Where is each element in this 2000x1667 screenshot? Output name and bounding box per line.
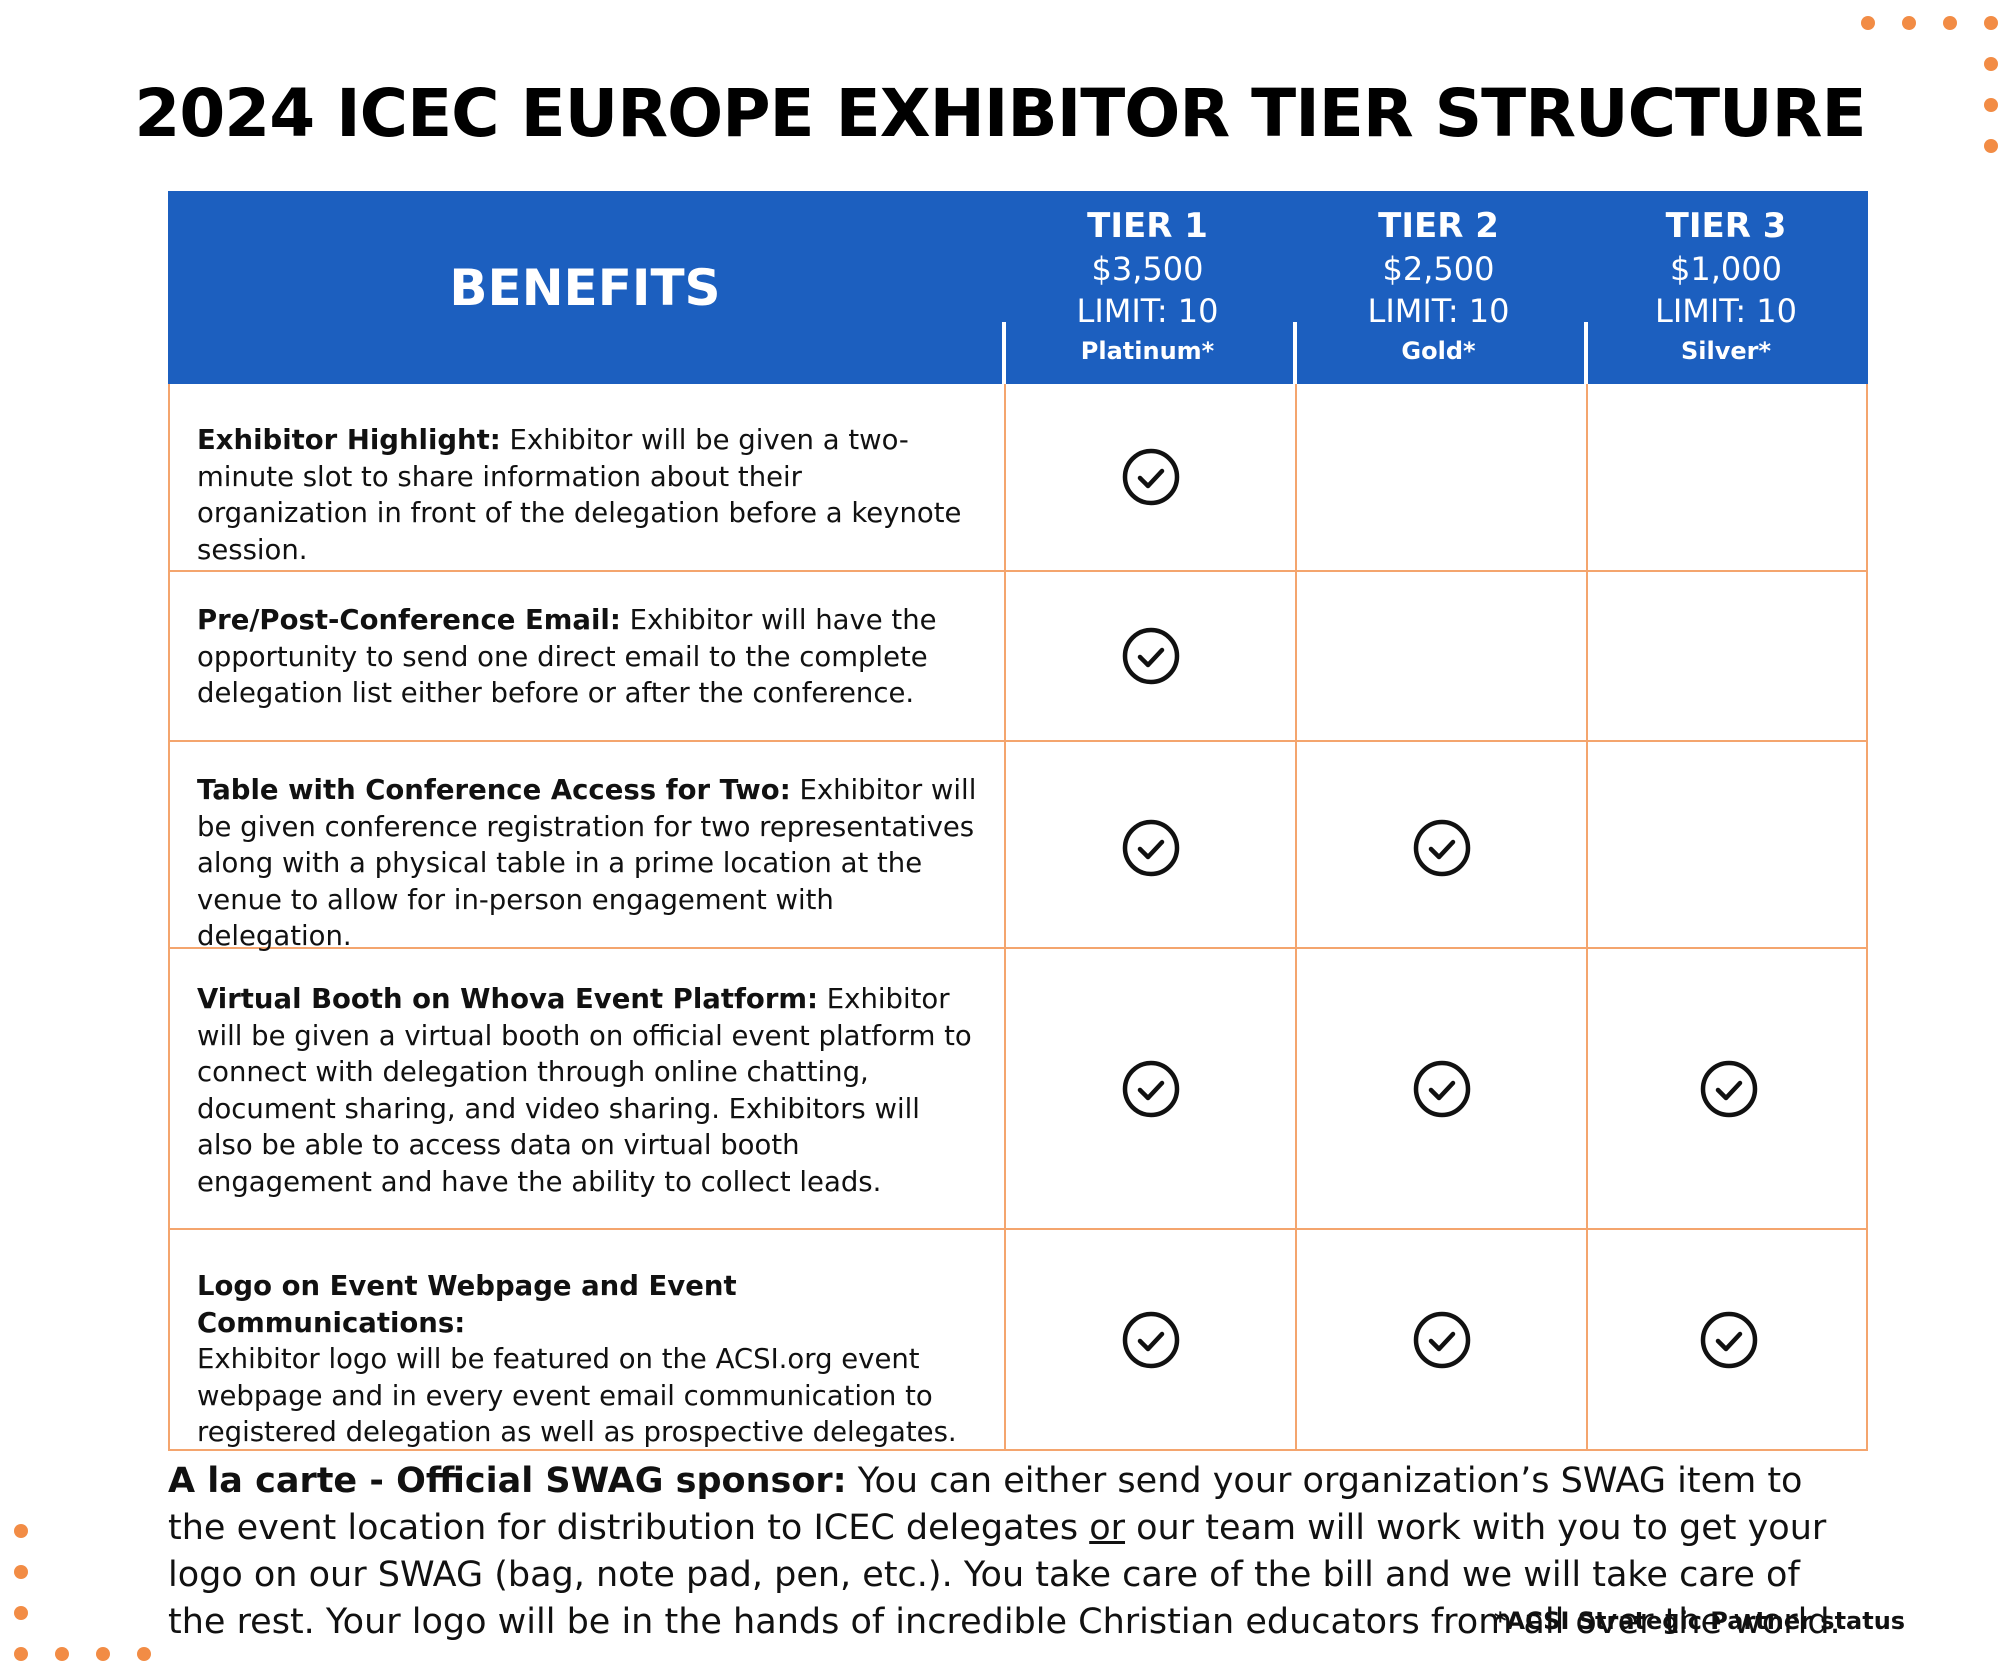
decor-dot [1984, 139, 1998, 153]
benefit-description: Pre/Post-Conference Email: Exhibitor wil… [170, 572, 1004, 740]
a-la-carte-title: A la carte - Official SWAG sponsor: [168, 1461, 847, 1501]
benefit-text: Exhibitor will be given a virtual booth … [197, 983, 972, 1198]
tier-1-cell [1004, 384, 1295, 570]
tier-level: Silver* [1680, 337, 1772, 365]
benefit-text: Exhibitor logo will be featured on the A… [197, 1343, 957, 1448]
benefit-title: Logo on Event Webpage and Event Communic… [197, 1270, 737, 1339]
benefit-text: Exhibitor will be given conference regis… [197, 774, 977, 952]
table-row: Table with Conference Access for Two: Ex… [170, 742, 1866, 955]
decor-dot [14, 1565, 28, 1579]
tier-price: $1,000 [1670, 250, 1782, 288]
tier-2-cell [1295, 572, 1586, 740]
check-circle-icon [1121, 447, 1181, 507]
benefit-title: Virtual Booth on Whova Event Platform: [197, 983, 819, 1015]
decor-dot [1984, 98, 1998, 112]
check-circle-icon [1412, 1310, 1472, 1370]
benefit-text: Exhibitor will have the opportunity to s… [197, 604, 937, 709]
check-circle-icon [1121, 1310, 1181, 1370]
tier-2-header: TIER 2 $2,500 LIMIT: 10 Gold* [1293, 191, 1584, 384]
tier-limit: LIMIT: 10 [1076, 292, 1219, 330]
tier-3-cell [1586, 949, 1870, 1228]
tier-1-header: TIER 1 $3,500 LIMIT: 10 Platinum* [1002, 191, 1293, 384]
decor-dot [1984, 16, 1998, 30]
tier-3-cell [1586, 572, 1870, 740]
a-la-carte-section: A la carte - Official SWAG sponsor: You … [168, 1458, 1858, 1646]
benefit-title: Table with Conference Access for Two: [197, 774, 791, 806]
benefits-header: BENEFITS [449, 258, 721, 317]
benefit-description: Table with Conference Access for Two: Ex… [170, 742, 1004, 955]
decor-dot [1943, 16, 1957, 30]
decor-dot [14, 1647, 28, 1661]
check-circle-icon [1699, 1059, 1759, 1119]
tier-limit: LIMIT: 10 [1654, 292, 1797, 330]
tier-1-cell [1004, 572, 1295, 740]
check-circle-icon [1121, 626, 1181, 686]
benefit-title: Pre/Post-Conference Email: [197, 604, 621, 636]
tier-1-cell [1004, 1230, 1295, 1451]
tier-price: $3,500 [1091, 250, 1204, 288]
decor-dot [14, 1524, 28, 1538]
tier-2-cell [1295, 1230, 1586, 1451]
tier-2-cell [1295, 949, 1586, 1228]
header-divider [1293, 322, 1297, 384]
table-row: Exhibitor Highlight: Exhibitor will be g… [170, 384, 1866, 572]
tier-1-cell [1004, 742, 1295, 955]
decor-dot [14, 1606, 28, 1620]
check-circle-icon [1699, 1310, 1759, 1370]
check-circle-icon [1412, 818, 1472, 878]
benefit-description: Virtual Booth on Whova Event Platform: E… [170, 949, 1004, 1228]
check-circle-icon [1121, 1059, 1181, 1119]
tier-3-cell [1586, 384, 1870, 570]
table-header: BENEFITS TIER 1 $3,500 LIMIT: 10 Platinu… [168, 191, 1868, 384]
tier-name: TIER 3 [1665, 206, 1787, 246]
tier-limit: LIMIT: 10 [1367, 292, 1510, 330]
benefit-description: Logo on Event Webpage and Event Communic… [170, 1230, 1004, 1451]
a-la-carte-text: You can either send your organization’s … [168, 1461, 1803, 1548]
header-divider [1002, 322, 1006, 384]
decor-dot [96, 1647, 110, 1661]
table-row: Virtual Booth on Whova Event Platform: E… [170, 949, 1866, 1230]
tier-1-cell [1004, 949, 1295, 1228]
decor-dot [1902, 16, 1916, 30]
tier-3-cell [1586, 1230, 1870, 1451]
tier-2-cell [1295, 742, 1586, 955]
table-row: Pre/Post-Conference Email: Exhibitor wil… [170, 572, 1866, 742]
tier-name: TIER 2 [1378, 206, 1499, 246]
header-divider [1584, 322, 1588, 384]
decor-dot [137, 1647, 151, 1661]
tier-table: BENEFITS TIER 1 $3,500 LIMIT: 10 Platinu… [168, 191, 1868, 1451]
benefit-title: Exhibitor Highlight: [197, 424, 501, 456]
tier-level: Gold* [1401, 337, 1476, 365]
benefit-description: Exhibitor Highlight: Exhibitor will be g… [170, 384, 1004, 570]
check-circle-icon [1121, 818, 1181, 878]
decor-dot [1861, 16, 1875, 30]
table-row: Logo on Event Webpage and Event Communic… [170, 1230, 1866, 1451]
page-title: 2024 ICEC EUROPE EXHIBITOR TIER STRUCTUR… [134, 75, 1866, 152]
partner-footnote: *ACSI Strategic Partner status [1494, 1607, 1906, 1635]
a-la-carte-underlined: or [1089, 1508, 1126, 1548]
decor-dot [55, 1647, 69, 1661]
tier-3-cell [1586, 742, 1870, 955]
a-la-carte-text: our team will work with you to get your … [168, 1508, 1841, 1642]
tier-2-cell [1295, 384, 1586, 570]
benefit-text: Exhibitor will be given a two-minute slo… [197, 424, 962, 566]
tier-price: $2,500 [1382, 250, 1495, 288]
check-circle-icon [1412, 1059, 1472, 1119]
tier-3-header: TIER 3 $1,000 LIMIT: 10 Silver* [1584, 191, 1868, 384]
tier-name: TIER 1 [1087, 206, 1208, 246]
table-body: Exhibitor Highlight: Exhibitor will be g… [168, 384, 1868, 1451]
decor-dot [1984, 57, 1998, 71]
tier-level: Platinum* [1080, 337, 1215, 365]
